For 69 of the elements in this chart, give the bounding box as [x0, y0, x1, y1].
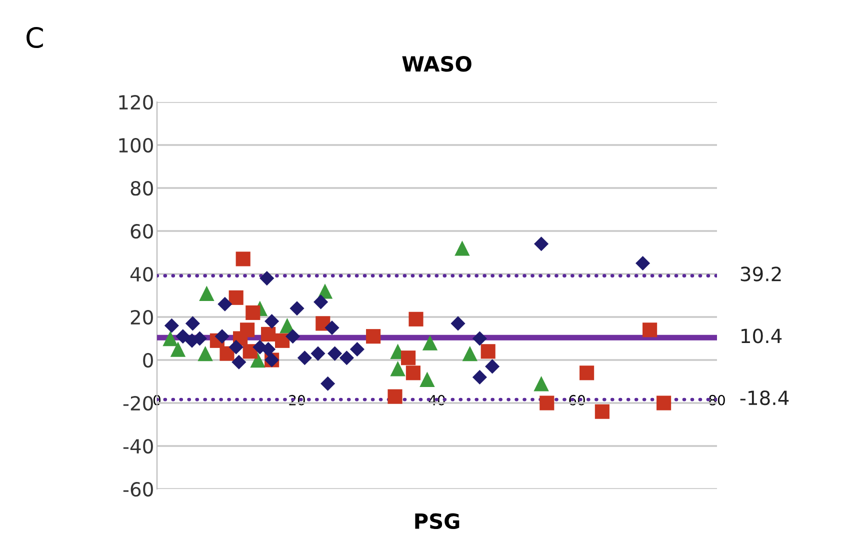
point: [642, 322, 658, 338]
point: [454, 240, 470, 256]
point: [401, 350, 416, 366]
point: [328, 346, 342, 361]
point: [534, 376, 549, 392]
point: [228, 290, 244, 305]
point: [199, 286, 214, 301]
point: [408, 312, 424, 326]
point: [250, 352, 266, 368]
point: [310, 346, 326, 361]
point: [236, 252, 250, 266]
point: [636, 256, 650, 271]
point: [260, 271, 274, 286]
point: [264, 314, 280, 329]
point: [594, 404, 610, 419]
y-tick-label: 20: [130, 310, 153, 325]
point: [534, 236, 549, 252]
point: [339, 350, 354, 366]
point: [164, 318, 179, 333]
point: [290, 301, 304, 316]
point: [320, 376, 336, 391]
point: [656, 396, 672, 410]
y-tick-label: 0: [143, 352, 153, 368]
x-axis-title: PSG: [415, 513, 460, 530]
y-tick-label: 40: [130, 266, 153, 282]
point: [420, 372, 435, 387]
y-tick-label: -40: [123, 438, 153, 454]
y-tick-label: 60: [130, 224, 153, 239]
point: [314, 294, 328, 310]
point: [261, 342, 276, 357]
point: [214, 329, 230, 344]
point: [388, 389, 402, 404]
point: [162, 330, 178, 346]
point: [580, 366, 594, 380]
point: [176, 329, 190, 344]
point: [390, 360, 406, 376]
point: [170, 342, 186, 357]
point: [297, 350, 312, 366]
point: [485, 359, 500, 374]
y-tick-label: 80: [130, 180, 153, 196]
point: [406, 366, 420, 380]
point: [480, 344, 496, 359]
point: [228, 340, 244, 354]
chart-title: WASO: [402, 56, 472, 72]
y-tick-label: 100: [119, 138, 153, 153]
y-tick-label: -60: [123, 482, 153, 497]
y-tick-label: 120: [119, 94, 153, 110]
text: C: [26, 27, 43, 48]
point: [261, 326, 276, 342]
ref-line-label: -18.4: [740, 390, 789, 406]
ref-line-label: 39.2: [740, 266, 781, 282]
point: [185, 316, 200, 331]
point: [422, 335, 438, 350]
point: [232, 354, 246, 370]
ref-line-label: 10.4: [742, 328, 782, 344]
point: [218, 296, 232, 312]
point: [198, 346, 213, 362]
point: [246, 305, 260, 320]
point: [350, 342, 364, 357]
point: [462, 346, 478, 362]
point: [275, 333, 290, 348]
point: [366, 329, 381, 344]
point: [472, 370, 487, 384]
y-tick-label: -20: [123, 396, 153, 411]
point: [540, 396, 554, 410]
point: [286, 329, 300, 344]
point: [450, 316, 466, 331]
point: [324, 320, 340, 336]
point: [472, 331, 487, 346]
